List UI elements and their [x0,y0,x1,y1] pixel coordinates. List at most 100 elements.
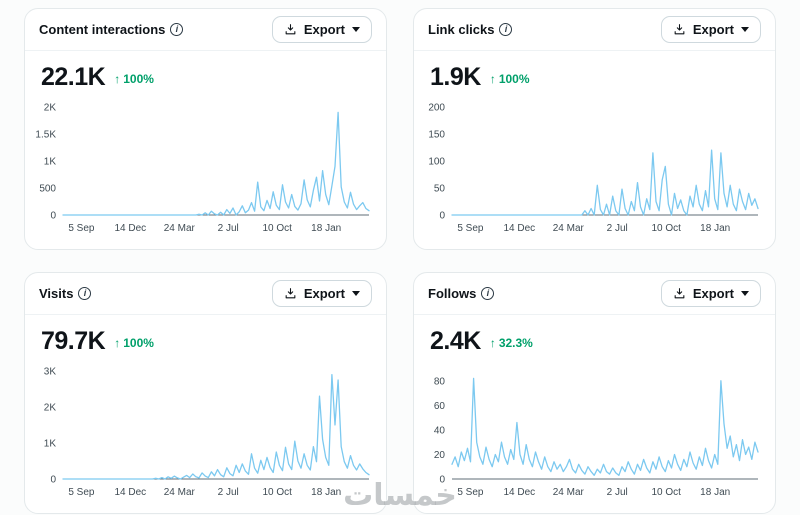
svg-text:14 Dec: 14 Dec [114,223,146,234]
info-icon[interactable]: i [170,23,184,36]
svg-text:5 Sep: 5 Sep [68,223,95,234]
card-header: Visits i Export [25,273,386,315]
export-label: Export [692,286,734,301]
line-chart-follows: 0 20 40 60 80 5 Sep 14 Dec 24 Mar 2 Jul 10 Oct 18 … [434,376,759,498]
export-label: Export [303,286,345,301]
card-content-interactions: Content interactions i Export 22.1K ↑ 10… [24,8,387,250]
metric-delta: ↑ 100% [114,72,154,86]
svg-text:18 Jan: 18 Jan [311,223,341,234]
svg-text:10 Oct: 10 Oct [651,223,681,234]
svg-text:0: 0 [50,211,56,222]
info-icon[interactable]: i [78,287,92,300]
title-wrap: Follows i [428,286,495,301]
svg-text:0: 0 [50,475,56,486]
svg-text:0: 0 [439,475,445,486]
svg-text:24 Mar: 24 Mar [553,223,585,234]
up-arrow-icon: ↑ [114,336,121,350]
svg-text:14 Dec: 14 Dec [114,487,146,498]
metric-delta: ↑ 100% [114,336,154,350]
metric-row: 2.4K ↑ 32.3% [414,315,775,357]
delta-percent: 100% [498,72,530,86]
title-wrap: Link clicks i [428,22,513,37]
card-title: Follows [428,286,477,301]
chevron-down-icon [741,291,749,296]
card-header: Link clicks i Export [414,9,775,51]
svg-text:10 Oct: 10 Oct [651,487,681,498]
svg-text:200: 200 [428,103,445,114]
line-chart-link-clicks: 0 50 100 150 200 5 Sep 14 Dec 24 Mar 2 Jul 10 Oct… [428,103,759,234]
metric-row: 1.9K ↑ 100% [414,51,775,93]
svg-text:500: 500 [39,184,56,195]
svg-text:14 Dec: 14 Dec [503,223,535,234]
export-button[interactable]: Export [271,280,372,307]
download-icon [674,288,685,299]
export-label: Export [303,22,345,37]
chevron-down-icon [741,27,749,32]
card-header: Content interactions i Export [25,9,386,51]
delta-percent: 32.3% [498,336,533,350]
card-follows: Follows i Export 2.4K ↑ 32.3% 0 20 40 60 80 5… [413,272,776,514]
line-chart-visits: 0 1K 2K 3K 5 Sep 14 Dec 24 Mar 2 Jul 10 Oct 18 Ja… [44,367,370,498]
card-title: Visits [39,286,74,301]
svg-text:50: 50 [434,184,446,195]
chevron-down-icon [352,27,360,32]
metric-delta: ↑ 100% [490,72,530,86]
svg-text:150: 150 [428,130,445,141]
chevron-down-icon [352,291,360,296]
svg-text:24 Mar: 24 Mar [164,487,196,498]
download-icon [285,288,296,299]
svg-text:24 Mar: 24 Mar [164,223,196,234]
card-visits: Visits i Export 79.7K ↑ 100% 0 1K 2K 3K 5 Se… [24,272,387,514]
title-wrap: Content interactions i [39,22,184,37]
svg-text:20: 20 [434,450,446,461]
svg-text:2K: 2K [44,403,57,414]
delta-percent: 100% [123,72,154,86]
metric-value: 79.7K [41,326,106,355]
svg-text:2 Jul: 2 Jul [218,487,239,498]
svg-text:5 Sep: 5 Sep [457,223,484,234]
svg-text:0: 0 [439,211,445,222]
svg-text:2 Jul: 2 Jul [607,223,628,234]
svg-text:3K: 3K [44,367,57,378]
export-button[interactable]: Export [271,16,372,43]
info-icon[interactable]: i [481,287,495,300]
svg-text:2 Jul: 2 Jul [607,487,628,498]
svg-text:10 Oct: 10 Oct [262,487,292,498]
svg-text:24 Mar: 24 Mar [553,487,585,498]
card-header: Follows i Export [414,273,775,315]
up-arrow-icon: ↑ [489,72,496,86]
card-link-clicks: Link clicks i Export 1.9K ↑ 100% 0 50 100 1… [413,8,776,250]
svg-text:2K: 2K [44,103,57,114]
export-label: Export [692,22,734,37]
card-title: Link clicks [428,22,495,37]
svg-text:14 Dec: 14 Dec [503,487,535,498]
download-icon [285,24,296,35]
metric-row: 79.7K ↑ 100% [25,315,386,357]
info-icon[interactable]: i [499,23,513,36]
svg-text:40: 40 [434,425,446,436]
export-button[interactable]: Export [660,280,761,307]
export-button[interactable]: Export [660,16,761,43]
up-arrow-icon: ↑ [489,336,496,350]
title-wrap: Visits i [39,286,92,301]
card-title: Content interactions [39,22,166,37]
svg-text:10 Oct: 10 Oct [262,223,292,234]
svg-text:100: 100 [428,157,445,168]
svg-text:1K: 1K [44,157,57,168]
svg-text:60: 60 [434,401,446,412]
svg-text:18 Jan: 18 Jan [311,487,341,498]
svg-text:18 Jan: 18 Jan [700,223,730,234]
metric-value: 2.4K [430,326,481,355]
delta-percent: 100% [123,336,154,350]
download-icon [674,24,685,35]
line-chart-content-interactions: 0 500 1K 1.5K 2K 5 Sep 14 Dec 24 Mar 2 Jul 10 Oct… [35,103,370,234]
metric-row: 22.1K ↑ 100% [25,51,386,93]
metric-value: 22.1K [41,62,106,91]
svg-text:1.5K: 1.5K [35,130,56,141]
up-arrow-icon: ↑ [114,72,121,86]
svg-text:18 Jan: 18 Jan [700,487,730,498]
svg-text:5 Sep: 5 Sep [68,487,95,498]
svg-text:80: 80 [434,376,446,387]
svg-text:1K: 1K [44,439,57,450]
